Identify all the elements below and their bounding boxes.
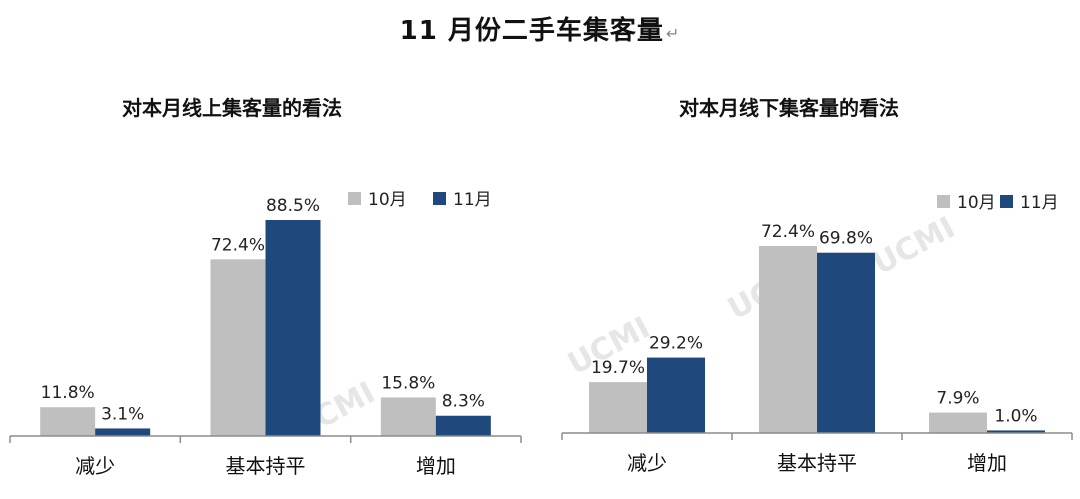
bar-oct <box>759 246 817 433</box>
bar-nov <box>987 430 1045 433</box>
data-label: 72.4% <box>211 235 265 255</box>
bar-nov <box>265 220 321 436</box>
legend-label: 10月 <box>368 190 407 210</box>
category-label: 基本持平 <box>777 451 857 475</box>
page-title: 11 月份二手车集客量 ↵ <box>0 10 1080 47</box>
bar-nov <box>647 357 705 433</box>
category-label: 基本持平 <box>226 454 306 478</box>
data-label: 15.8% <box>381 373 435 393</box>
data-label: 69.8% <box>819 229 873 249</box>
bar-oct <box>40 407 96 436</box>
category-label: 增加 <box>416 454 456 478</box>
bar-nov <box>435 415 491 436</box>
chart-title: 对本月线上集客量的看法 <box>122 96 342 120</box>
data-label: 72.4% <box>761 222 815 242</box>
bar-oct <box>589 382 647 433</box>
data-label: 29.2% <box>649 334 703 354</box>
bar-oct <box>929 412 987 433</box>
legend-swatch-oct <box>348 192 361 205</box>
category-label: 减少 <box>627 451 667 475</box>
category-label: 减少 <box>75 454 115 478</box>
data-label: 19.7% <box>591 358 645 378</box>
bar-oct <box>210 259 266 436</box>
data-label: 11.8% <box>41 383 95 403</box>
bar-nov <box>95 428 151 436</box>
bar-nov <box>817 252 875 433</box>
page-title-text: 11 月份二手车集客量 <box>399 16 664 46</box>
watermark-text: UCMI <box>867 210 961 282</box>
legend-swatch-oct <box>937 195 950 208</box>
legend-label: 11月 <box>1020 193 1059 213</box>
data-label: 1.0% <box>994 406 1037 426</box>
chart-title: 对本月线下集客量的看法 <box>679 96 899 120</box>
return-mark-icon: ↵ <box>665 24 681 43</box>
data-label: 7.9% <box>936 389 979 409</box>
data-label: 88.5% <box>266 196 320 216</box>
category-label: 增加 <box>967 451 1007 475</box>
data-label: 8.3% <box>442 392 485 412</box>
bar-oct <box>380 397 436 436</box>
legend-swatch-nov <box>433 192 446 205</box>
legend-label: 10月 <box>957 193 996 213</box>
legend-label: 11月 <box>453 190 492 210</box>
legend-swatch-nov <box>1000 195 1013 208</box>
data-label: 3.1% <box>101 404 144 424</box>
